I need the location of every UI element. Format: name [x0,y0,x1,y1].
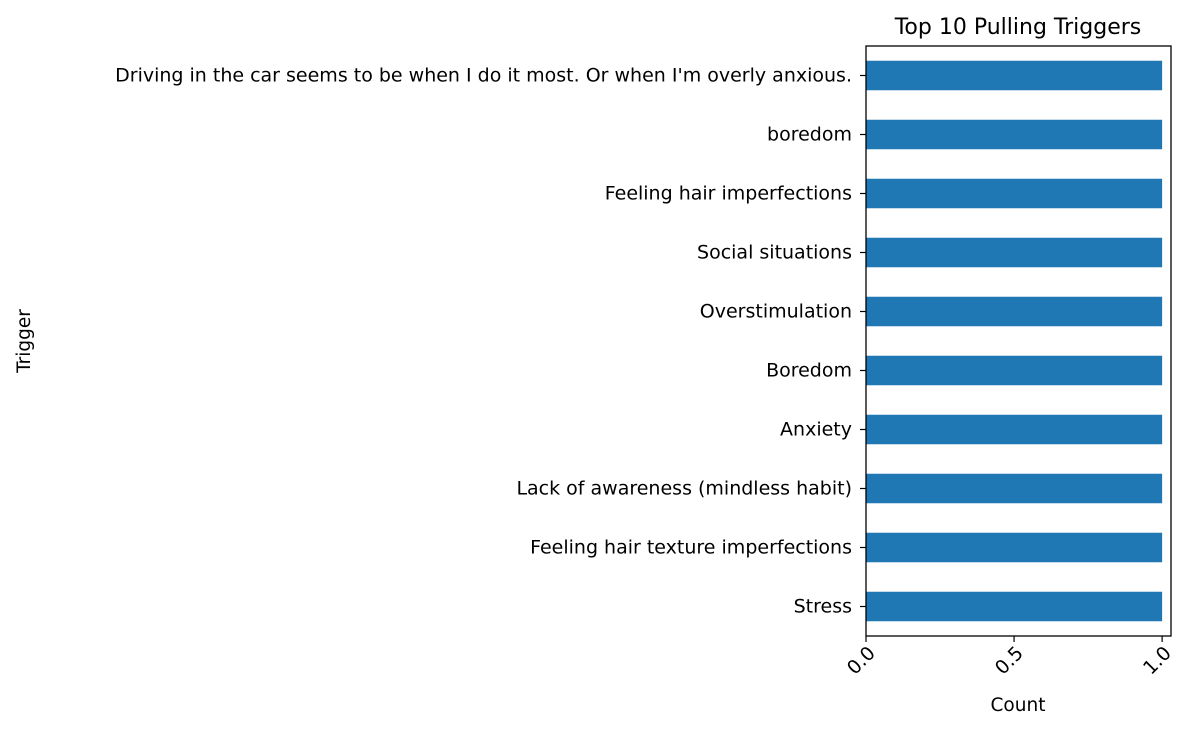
chart-title: Top 10 Pulling Triggers [894,15,1142,40]
y-axis-label: Trigger [14,309,35,374]
bar [866,178,1163,209]
bar [866,237,1163,268]
y-tick-labels: Driving in the car seems to be when I do… [115,65,866,618]
x-tick-label: 0.0 [843,642,880,679]
x-tick-label: 0.5 [991,642,1028,679]
y-tick-label: Boredom [766,360,852,382]
y-tick-label: Social situations [697,242,852,264]
y-tick-label: Overstimulation [700,301,852,323]
bar [866,119,1163,150]
x-tick-label: 1.0 [1139,642,1176,679]
y-tick-label: Feeling hair texture imperfections [530,537,852,559]
bar [866,591,1163,622]
y-tick-label: Stress [794,596,852,618]
x-axis-label: Count [991,695,1046,716]
bar [866,532,1163,563]
bar [866,355,1163,386]
bar [866,296,1163,327]
y-tick-label: Anxiety [780,419,852,441]
plot-frame [865,45,1172,637]
bar [866,473,1163,504]
y-tick-label: Feeling hair imperfections [605,183,852,205]
y-tick-label: boredom [767,124,852,146]
y-tick-label: Driving in the car seems to be when I do… [115,65,852,87]
bars-group [866,60,1163,622]
bar [866,414,1163,445]
x-ticks: 0.0 0.5 1.0 [843,636,1176,679]
y-tick-label: Lack of awareness (mindless habit) [516,478,852,500]
bar [866,60,1163,91]
